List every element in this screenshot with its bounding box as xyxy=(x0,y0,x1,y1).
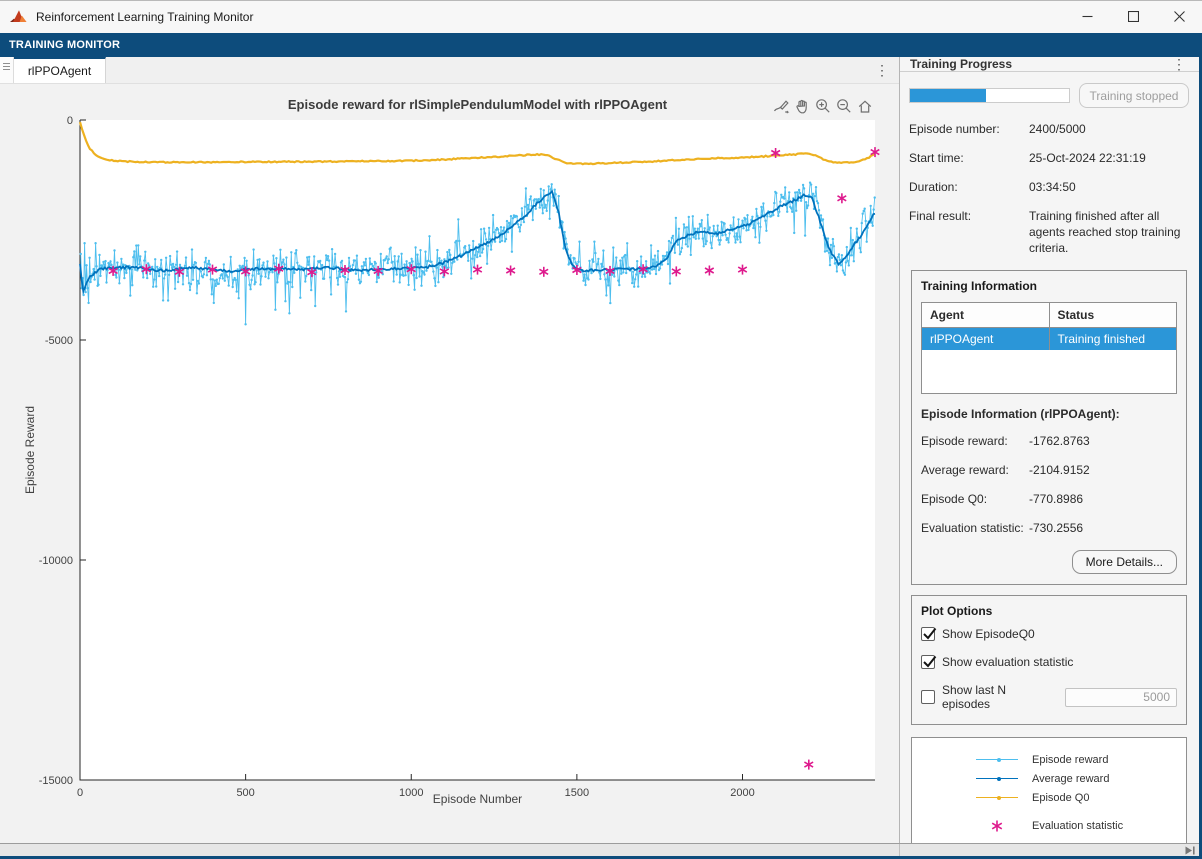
pan-icon[interactable] xyxy=(792,96,811,116)
progress-row: Training stopped xyxy=(909,83,1189,108)
window-border xyxy=(0,0,1202,1)
episode-information-title: Episode Information (rlPPOAgent): xyxy=(921,407,1177,421)
legend-item-average-reward: Average reward xyxy=(976,769,1186,788)
agents-table-empty-row xyxy=(922,350,1177,394)
panel-title: Training Progress xyxy=(910,57,1162,71)
panel-header: Training Progress ⋮ xyxy=(900,57,1202,72)
maximize-button[interactable] xyxy=(1110,0,1156,33)
export-icon[interactable] xyxy=(771,96,790,116)
agent-name-cell: rlPPOAgent xyxy=(922,327,1050,350)
minimize-button[interactable] xyxy=(1064,0,1110,33)
main-area: rlPPOAgent ⋮ 05001000150020000-5000-1000… xyxy=(0,57,1202,843)
agent-status-cell: Training finished xyxy=(1049,327,1177,350)
episode-reward-row: Episode reward:-1762.8763 xyxy=(921,434,1177,450)
show-evaluation-statistic-option: Show evaluation statistic xyxy=(921,655,1177,669)
legend-item-episode-reward: Episode reward xyxy=(976,750,1186,769)
svg-text:-15000: -15000 xyxy=(39,775,73,787)
episode-reward-line-swatch xyxy=(976,759,1018,760)
average-reward-row: Average reward:-2104.9152 xyxy=(921,463,1177,479)
show-last-n-episodes-checkbox[interactable] xyxy=(921,690,935,704)
agent-row-selected[interactable]: rlPPOAgent Training finished xyxy=(922,327,1177,350)
axes-toolbar xyxy=(771,96,874,116)
average-reward-line-swatch xyxy=(976,778,1018,779)
tab-bar: rlPPOAgent ⋮ xyxy=(0,57,899,84)
restore-view-icon[interactable] xyxy=(855,96,874,116)
chart-region: rlPPOAgent ⋮ 05001000150020000-5000-1000… xyxy=(0,57,900,843)
window-controls xyxy=(1064,0,1202,33)
plot-options-title: Plot Options xyxy=(921,604,1177,618)
plot-options-section: Plot Options Show EpisodeQ0 Show evaluat… xyxy=(911,595,1187,725)
titlebar: Reinforcement Learning Training Monitor xyxy=(0,0,1202,33)
evaluation-statistic-asterisk-swatch xyxy=(976,819,1018,833)
agent-column-header: Agent xyxy=(922,302,1050,327)
training-plot[interactable]: 05001000150020000-5000-10000-15000 xyxy=(0,84,897,843)
figure-area: 05001000150020000-5000-10000-15000 Episo… xyxy=(0,84,899,843)
episode-q0-line-swatch xyxy=(976,797,1018,798)
tab-drag-handle-icon[interactable] xyxy=(0,57,14,83)
episode-q0-row: Episode Q0:-770.8986 xyxy=(921,492,1177,508)
duration-row: Duration:03:34:50 xyxy=(909,180,1189,196)
panel-body: Training stopped Episode number:2400/500… xyxy=(900,72,1202,844)
show-evaluation-statistic-checkbox[interactable] xyxy=(921,655,935,669)
show-episodeq0-option: Show EpisodeQ0 xyxy=(921,627,1177,641)
legend: Episode reward Average reward Episode Q0 xyxy=(911,737,1187,844)
x-axis-label: Episode Number xyxy=(80,792,875,806)
training-progress-panel: Training Progress ⋮ Training stopped Epi… xyxy=(900,57,1202,843)
tab-options-menu-icon[interactable]: ⋮ xyxy=(865,57,899,83)
panel-options-menu-icon[interactable]: ⋮ xyxy=(1162,57,1196,71)
tab-rlppoagent[interactable]: rlPPOAgent xyxy=(14,57,106,83)
legend-item-episode-q0: Episode Q0 xyxy=(976,788,1186,807)
svg-text:0: 0 xyxy=(67,115,73,127)
training-information-section: Training Information Agent Status rlPPOA… xyxy=(911,270,1187,585)
toolstrip-tab-training-monitor[interactable]: TRAINING MONITOR xyxy=(9,39,120,51)
show-episodeq0-checkbox[interactable] xyxy=(921,627,935,641)
bottom-bar xyxy=(0,843,1202,856)
status-column-header: Status xyxy=(1049,302,1177,327)
y-axis-label: Episode Reward xyxy=(23,370,37,530)
final-result-row: Final result:Training finished after all… xyxy=(909,209,1189,257)
toolstrip: TRAINING MONITOR xyxy=(0,33,1202,57)
zoom-out-icon[interactable] xyxy=(834,96,853,116)
last-n-episodes-input[interactable] xyxy=(1065,688,1177,707)
close-button[interactable] xyxy=(1156,0,1202,33)
show-last-n-episodes-option: Show last N episodes xyxy=(921,683,1177,711)
legend-item-evaluation-statistic: Evaluation statistic xyxy=(976,816,1186,835)
matlab-logo-icon xyxy=(10,9,28,24)
chart-title: Episode reward for rlSimplePendulumModel… xyxy=(80,97,875,112)
app-window: Reinforcement Learning Training Monitor … xyxy=(0,0,1202,859)
agents-table-header: Agent Status xyxy=(922,302,1177,327)
start-time-row: Start time:25-Oct-2024 22:31:19 xyxy=(909,151,1189,167)
training-information-title: Training Information xyxy=(921,279,1177,293)
training-stopped-button[interactable]: Training stopped xyxy=(1079,83,1189,108)
svg-text:-5000: -5000 xyxy=(45,335,73,347)
agents-table: Agent Status rlPPOAgent Training finishe… xyxy=(921,302,1177,395)
zoom-in-icon[interactable] xyxy=(813,96,832,116)
svg-text:-10000: -10000 xyxy=(39,555,73,567)
episode-number-row: Episode number:2400/5000 xyxy=(909,122,1189,138)
expand-panel-icon[interactable] xyxy=(1184,845,1196,856)
tab-label: rlPPOAgent xyxy=(28,64,91,78)
training-progress-bar xyxy=(909,88,1070,103)
more-details-button[interactable]: More Details... xyxy=(1072,550,1177,574)
evaluation-statistic-row: Evaluation statistic:-730.2556 xyxy=(921,521,1177,537)
window-title: Reinforcement Learning Training Monitor xyxy=(36,10,1064,24)
